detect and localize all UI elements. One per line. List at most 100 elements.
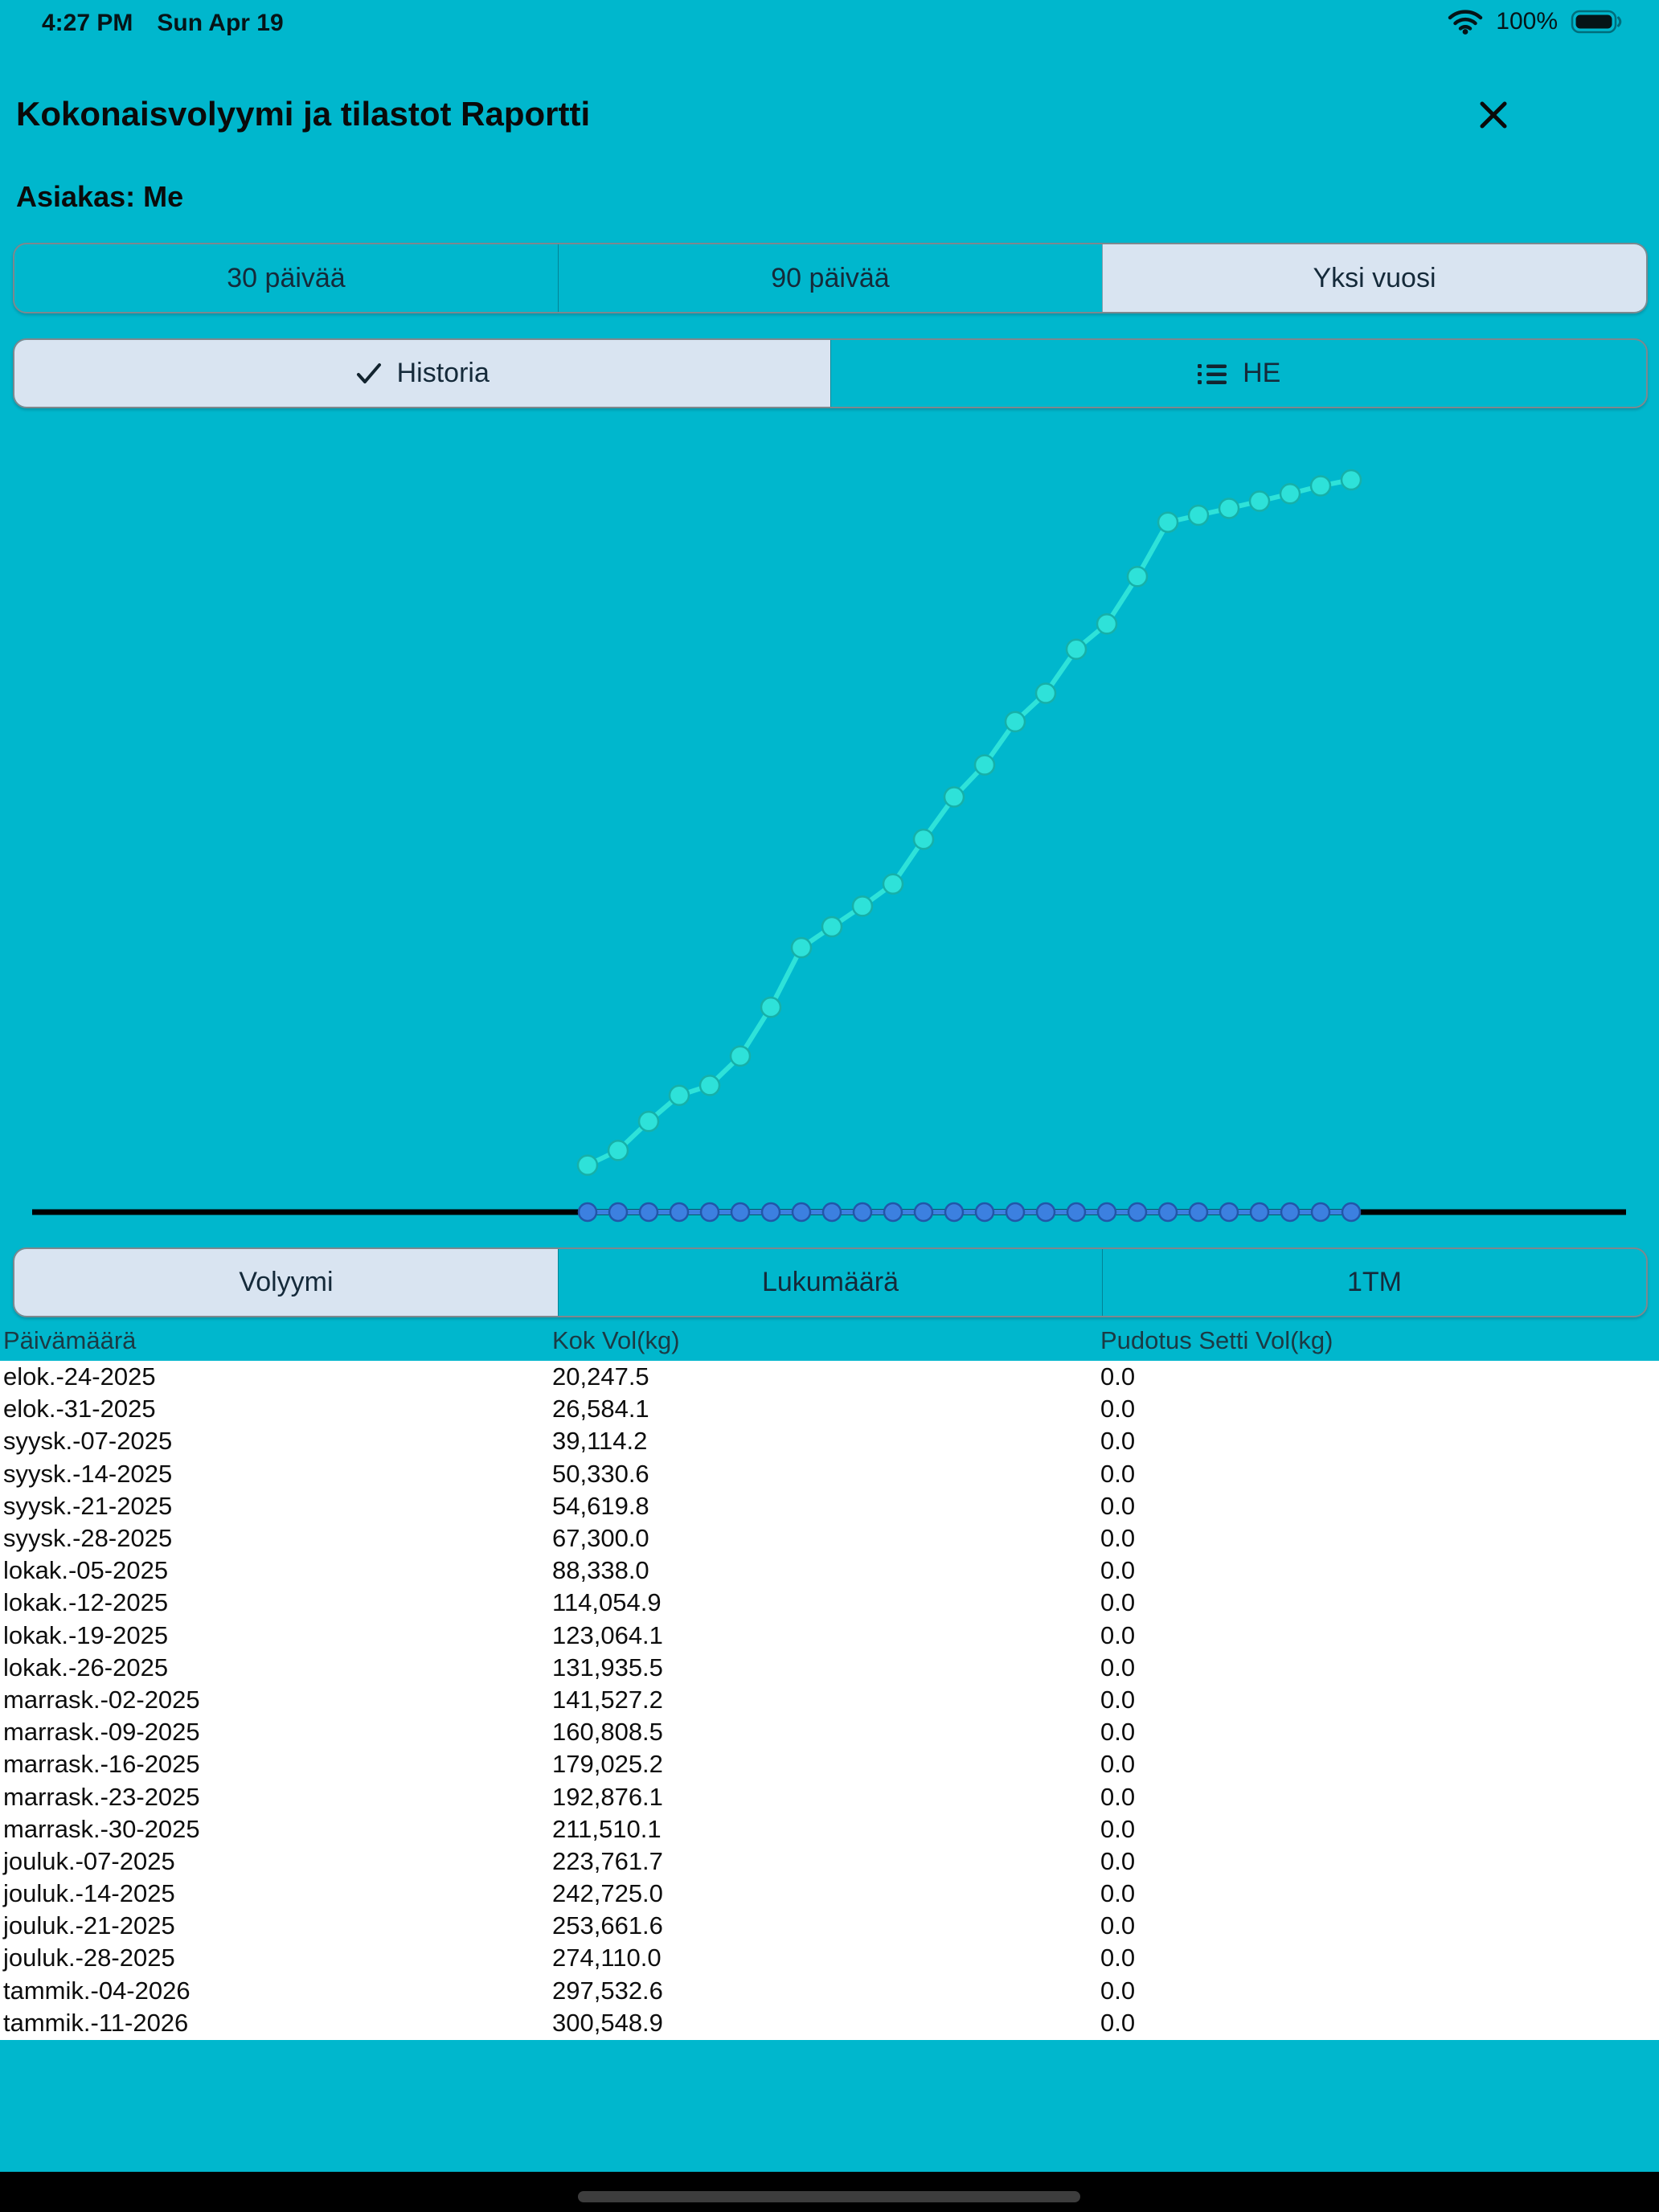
cell-date: jouluk.-28-2025 <box>3 1944 175 1972</box>
table-row: marrask.-02-2025 141,527.2 0.0 <box>0 1684 1659 1716</box>
tab-label: Lukumäärä <box>761 1267 899 1297</box>
cell-drop-set-volume: 0.0 <box>1100 1362 1136 1391</box>
cell-total-volume: 160,808.5 <box>552 1718 663 1747</box>
cell-total-volume: 141,527.2 <box>552 1685 663 1714</box>
table-row: tammik.-11-2026 300,548.9 0.0 <box>0 2007 1659 2039</box>
cell-date: elok.-24-2025 <box>3 1362 156 1391</box>
cell-total-volume: 50,330.6 <box>552 1459 649 1488</box>
cell-date: lokak.-26-2025 <box>3 1653 169 1682</box>
table-header: Päivämäärä Kok Vol(kg) Pudotus Setti Vol… <box>0 1322 1659 1359</box>
cell-total-volume: 242,725.0 <box>552 1879 663 1908</box>
cell-drop-set-volume: 0.0 <box>1100 1588 1136 1617</box>
cell-total-volume: 114,054.9 <box>552 1588 662 1617</box>
customer-label: Asiakas: Me <box>16 180 184 213</box>
cell-drop-set-volume: 0.0 <box>1100 1879 1136 1908</box>
home-indicator[interactable] <box>578 2191 1080 2202</box>
tab-label: Yksi vuosi <box>1313 262 1436 293</box>
tab-30-days[interactable]: 30 päivää <box>14 244 558 312</box>
table-row: syysk.-07-2025 39,114.2 0.0 <box>0 1425 1659 1457</box>
cell-date: jouluk.-21-2025 <box>3 1911 175 1940</box>
cell-date: syysk.-14-2025 <box>3 1459 173 1488</box>
cell-date: syysk.-07-2025 <box>3 1427 173 1456</box>
column-header-drop-set-volume: Pudotus Setti Vol(kg) <box>1100 1326 1333 1354</box>
cell-drop-set-volume: 0.0 <box>1100 1395 1136 1423</box>
cell-date: jouluk.-14-2025 <box>3 1879 175 1908</box>
bottom-bar <box>0 2172 1659 2212</box>
time-range-tabs: 30 päivää 90 päivää Yksi vuosi <box>13 243 1648 313</box>
table-row: jouluk.-07-2025 223,761.7 0.0 <box>0 1845 1659 1878</box>
tab-1tm[interactable]: 1TM <box>1102 1249 1646 1316</box>
cell-drop-set-volume: 0.0 <box>1100 1944 1136 1972</box>
column-header-date: Päivämäärä <box>3 1326 137 1354</box>
cell-date: marrask.-23-2025 <box>3 1782 200 1811</box>
cell-total-volume: 39,114.2 <box>552 1427 648 1456</box>
metric-tabs: Volyymi Lukumäärä 1TM <box>13 1247 1648 1317</box>
cell-total-volume: 20,247.5 <box>552 1362 649 1391</box>
cell-date: lokak.-19-2025 <box>3 1620 169 1649</box>
tab-label: HE <box>1243 358 1281 388</box>
column-header-total-volume: Kok Vol(kg) <box>552 1326 680 1354</box>
cell-drop-set-volume: 0.0 <box>1100 1911 1136 1940</box>
table-row: marrask.-09-2025 160,808.5 0.0 <box>0 1716 1659 1748</box>
table-row: marrask.-16-2025 179,025.2 0.0 <box>0 1748 1659 1780</box>
cell-drop-set-volume: 0.0 <box>1100 1556 1136 1585</box>
close-icon <box>1476 97 1511 135</box>
cell-drop-set-volume: 0.0 <box>1100 1491 1136 1520</box>
page-title: Kokonaisvolyymi ja tilastot Raportti <box>16 95 591 133</box>
table-row: lokak.-12-2025 114,054.9 0.0 <box>0 1587 1659 1619</box>
close-button[interactable] <box>1473 95 1514 137</box>
tab-one-year[interactable]: Yksi vuosi <box>1102 244 1646 312</box>
cell-drop-set-volume: 0.0 <box>1100 1620 1136 1649</box>
cell-total-volume: 192,876.1 <box>552 1782 663 1811</box>
tab-label: 30 päivää <box>227 262 346 293</box>
table-row: jouluk.-14-2025 242,725.0 0.0 <box>0 1878 1659 1910</box>
cell-drop-set-volume: 0.0 <box>1100 2008 1136 2037</box>
cell-total-volume: 223,761.7 <box>552 1846 663 1875</box>
tab-lukumaara[interactable]: Lukumäärä <box>558 1249 1102 1316</box>
cell-total-volume: 211,510.1 <box>552 1814 662 1843</box>
tab-historia[interactable]: Historia <box>14 340 830 407</box>
table-row: syysk.-14-2025 50,330.6 0.0 <box>0 1458 1659 1490</box>
table-row: elok.-31-2025 26,584.1 0.0 <box>0 1393 1659 1425</box>
table-row: syysk.-21-2025 54,619.8 0.0 <box>0 1490 1659 1522</box>
tab-90-days[interactable]: 90 päivää <box>558 244 1102 312</box>
tab-label: Historia <box>396 358 490 388</box>
cell-total-volume: 253,661.6 <box>552 1911 663 1940</box>
cell-date: syysk.-28-2025 <box>3 1524 173 1553</box>
cell-drop-set-volume: 0.0 <box>1100 1782 1136 1811</box>
cell-drop-set-volume: 0.0 <box>1100 1750 1136 1779</box>
table-row: marrask.-23-2025 192,876.1 0.0 <box>0 1780 1659 1813</box>
cell-drop-set-volume: 0.0 <box>1100 1846 1136 1875</box>
table-row: jouluk.-28-2025 274,110.0 0.0 <box>0 1942 1659 1974</box>
cell-total-volume: 300,548.9 <box>552 2008 663 2037</box>
table-row: syysk.-28-2025 67,300.0 0.0 <box>0 1522 1659 1555</box>
table-row: elok.-24-2025 20,247.5 0.0 <box>0 1361 1659 1393</box>
battery-icon <box>1571 9 1622 35</box>
wifi-icon <box>1448 9 1483 35</box>
cell-total-volume: 297,532.6 <box>552 1976 663 2005</box>
cell-total-volume: 26,584.1 <box>552 1395 649 1423</box>
cell-date: lokak.-12-2025 <box>3 1588 169 1617</box>
report-table[interactable]: elok.-24-2025 20,247.5 0.0 elok.-31-2025 26,… <box>0 1361 1659 2040</box>
cell-drop-set-volume: 0.0 <box>1100 1976 1136 2005</box>
battery-percent: 100% <box>1496 8 1558 35</box>
checkmark-icon <box>355 362 383 386</box>
cell-total-volume: 67,300.0 <box>552 1524 649 1553</box>
cell-date: syysk.-21-2025 <box>3 1491 173 1520</box>
cell-date: marrask.-30-2025 <box>3 1814 200 1843</box>
cell-date: tammik.-04-2026 <box>3 1976 190 2005</box>
cell-drop-set-volume: 0.0 <box>1100 1653 1136 1682</box>
mode-tabs: Historia HE <box>13 338 1648 408</box>
cell-drop-set-volume: 0.0 <box>1100 1685 1136 1714</box>
table-row: tammik.-04-2026 297,532.6 0.0 <box>0 1975 1659 2007</box>
tab-label: Volyymi <box>239 1267 334 1297</box>
tab-volyymi[interactable]: Volyymi <box>14 1249 558 1316</box>
cell-date: elok.-31-2025 <box>3 1395 156 1423</box>
cell-total-volume: 88,338.0 <box>552 1556 649 1585</box>
cell-total-volume: 123,064.1 <box>552 1620 663 1649</box>
volume-line-chart[interactable] <box>0 418 1659 1238</box>
cell-total-volume: 54,619.8 <box>552 1491 649 1520</box>
cell-drop-set-volume: 0.0 <box>1100 1524 1136 1553</box>
list-bullet-icon <box>1196 361 1228 387</box>
tab-he[interactable]: HE <box>830 340 1647 407</box>
